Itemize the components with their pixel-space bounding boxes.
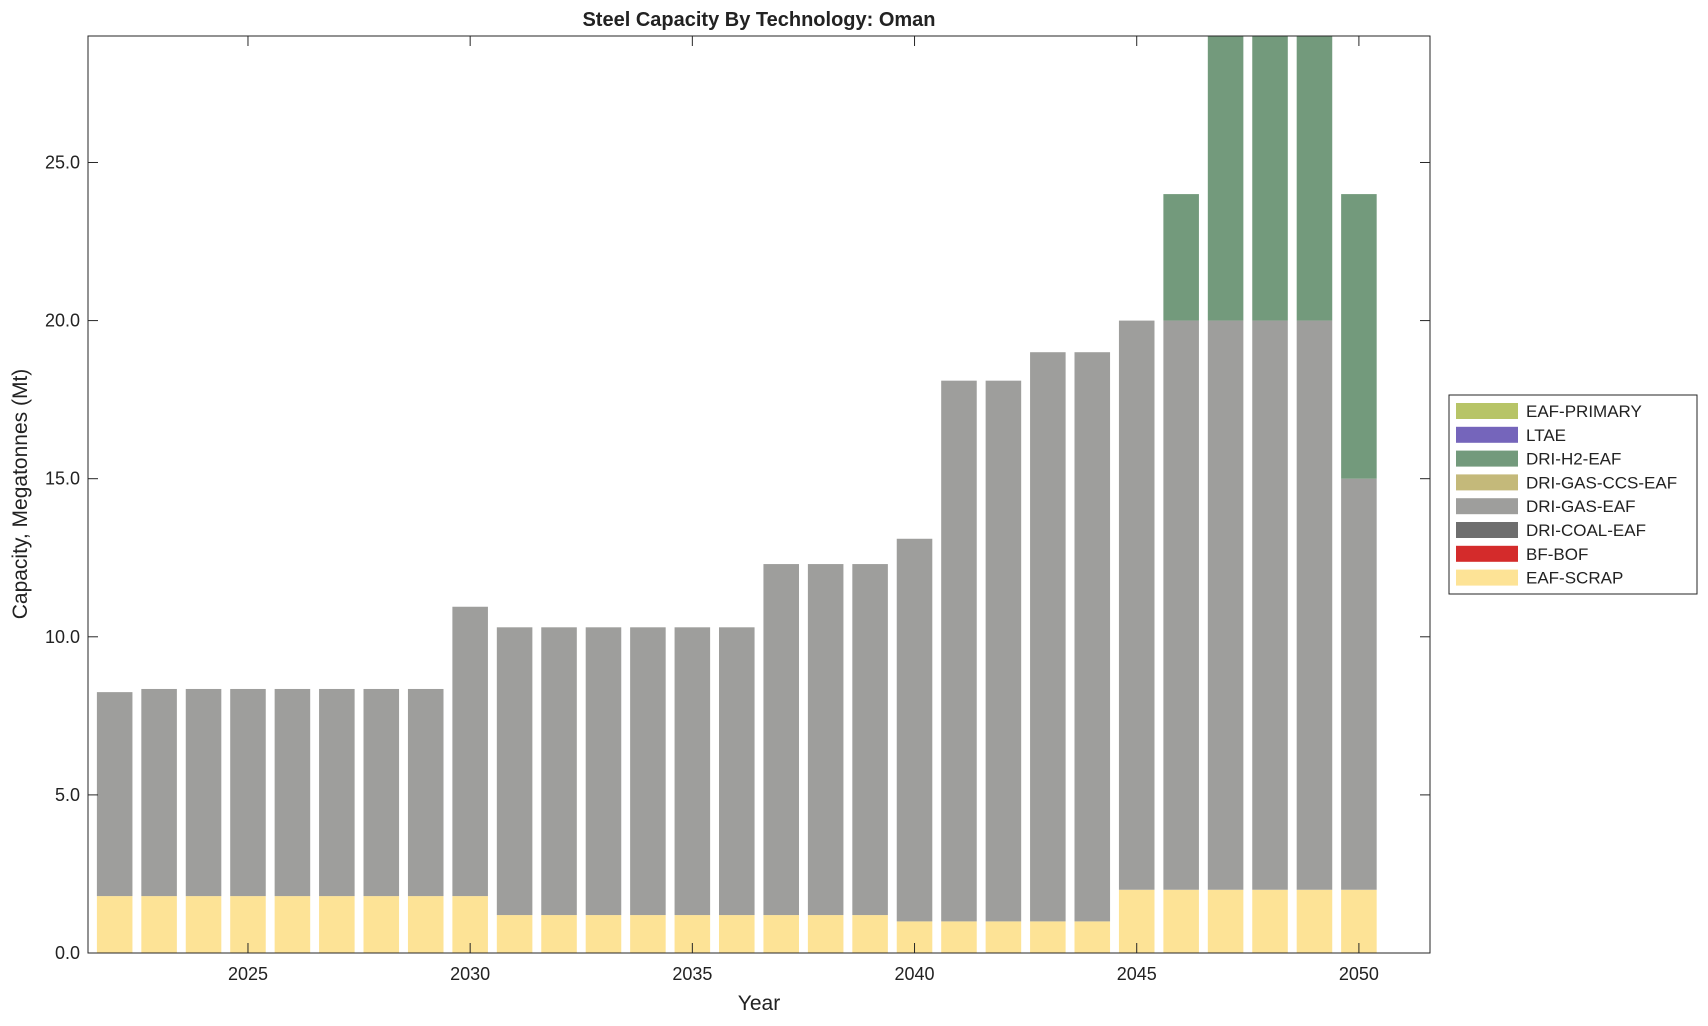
bar-eaf-scrap-2033 — [585, 915, 622, 953]
bar-eaf-scrap-2031 — [496, 915, 533, 953]
bar-eaf-scrap-2038 — [807, 915, 844, 953]
bar-eaf-scrap-2050 — [1341, 889, 1377, 953]
bar-dri-gas-eaf-2031 — [496, 627, 533, 916]
axes-group: 2025 2030 2035 2040 2045 2050 0.0 5.0 10.0 15.0 20… — [45, 36, 1430, 984]
legend-label-eaf-primary: EAF-PRIMARY — [1526, 402, 1642, 421]
x-tick-label-2030: 2030 — [450, 964, 490, 984]
y-tick-label-5: 5.0 — [55, 785, 80, 805]
bar-eaf-scrap-2036 — [719, 915, 755, 953]
bar-eaf-scrap-2045 — [1118, 889, 1155, 953]
bar-dri-gas-eaf-2026 — [274, 688, 311, 897]
bar-eaf-scrap-2049 — [1296, 889, 1333, 953]
bar-eaf-scrap-2037 — [763, 915, 799, 953]
bar-dri-gas-eaf-2045 — [1118, 320, 1155, 890]
bar-dri-gas-eaf-2049 — [1296, 320, 1333, 890]
legend-swatch-dri-coal-eaf — [1456, 522, 1518, 538]
bar-dri-gas-eaf-2034 — [630, 627, 666, 916]
legend-frame — [1448, 394, 1698, 595]
bar-eaf-scrap-2026 — [274, 896, 311, 953]
bar-dri-gas-eaf-2039 — [852, 564, 888, 916]
x-tick-label-2045: 2045 — [1117, 964, 1157, 984]
bar-dri-gas-eaf-2025 — [230, 688, 266, 897]
legend-swatch-dri-gas-eaf — [1456, 498, 1518, 515]
bar-dri-h2-eaf-2046 — [1163, 194, 1199, 321]
legend-swatch-dri-gas-ccs-eaf — [1456, 474, 1518, 491]
plot-frame — [87, 35, 1431, 954]
bar-dri-gas-eaf-2032 — [541, 627, 577, 916]
legend-swatch-bf-bof — [1456, 545, 1518, 562]
bar-dri-gas-eaf-2027 — [319, 688, 355, 897]
bar-eaf-scrap-2043 — [1030, 921, 1066, 953]
legend-label-ltae: LTAE — [1526, 426, 1566, 445]
legend-swatch-ltae — [1456, 426, 1518, 443]
x-tick-label-2050: 2050 — [1339, 964, 1379, 984]
bar-eaf-scrap-2023 — [141, 896, 177, 953]
y-tick-label-20: 20.0 — [45, 311, 80, 331]
legend-label-dri-h2-eaf: DRI-H2-EAF — [1526, 450, 1621, 469]
chart-title: Steel Capacity By Technology: Oman — [582, 9, 935, 31]
bar-dri-h2-eaf-2049 — [1296, 36, 1333, 321]
bar-eaf-scrap-2042 — [985, 921, 1022, 953]
legend-label-bf-bof: BF-BOF — [1526, 545, 1588, 564]
x-axis-label: Year — [738, 992, 780, 1015]
x-tick-label-2040: 2040 — [895, 964, 935, 984]
bar-dri-h2-eaf-2050 — [1341, 194, 1377, 479]
bar-dri-gas-eaf-2047 — [1207, 320, 1244, 890]
bar-dri-gas-eaf-2041 — [941, 380, 977, 922]
bar-dri-gas-eaf-2033 — [585, 627, 622, 916]
bar-dri-gas-eaf-2037 — [763, 564, 799, 916]
bar-dri-gas-eaf-2023 — [141, 688, 177, 897]
bar-dri-gas-eaf-2036 — [719, 627, 755, 916]
x-tick-label-2025: 2025 — [228, 964, 268, 984]
legend: EAF-PRIMARY LTAE DRI-H2-EAF DRI-GAS-CCS-EAF… — [1448, 394, 1698, 595]
bar-dri-gas-eaf-2028 — [363, 688, 400, 897]
bar-eaf-scrap-2029 — [407, 896, 444, 953]
bar-dri-h2-eaf-2047 — [1207, 36, 1244, 321]
bar-dri-gas-eaf-2044 — [1074, 352, 1111, 922]
y-tick-label-10: 10.0 — [45, 627, 80, 647]
x-tick-label-2035: 2035 — [672, 964, 712, 984]
bar-eaf-scrap-2027 — [319, 896, 355, 953]
bar-eaf-scrap-2034 — [630, 915, 666, 953]
bar-dri-gas-eaf-2040 — [896, 538, 933, 922]
legend-label-dri-gas-ccs-eaf: DRI-GAS-CCS-EAF — [1526, 473, 1677, 492]
bar-eaf-scrap-2032 — [541, 915, 577, 953]
bar-eaf-scrap-2022 — [96, 896, 133, 953]
bar-dri-gas-eaf-2030 — [452, 606, 488, 897]
bar-eaf-scrap-2024 — [185, 896, 222, 953]
bar-dri-gas-eaf-2048 — [1252, 320, 1288, 890]
bar-dri-gas-eaf-2022 — [96, 692, 133, 897]
bar-dri-h2-eaf-2048 — [1252, 36, 1288, 321]
legend-swatch-eaf-primary — [1456, 403, 1518, 419]
bar-dri-gas-eaf-2035 — [674, 627, 711, 916]
legend-label-dri-coal-eaf: DRI-COAL-EAF — [1526, 521, 1646, 540]
bar-eaf-scrap-2044 — [1074, 921, 1111, 953]
bar-eaf-scrap-2046 — [1163, 889, 1199, 953]
bar-dri-gas-eaf-2024 — [185, 688, 222, 897]
legend-swatch-dri-h2-eaf — [1456, 450, 1518, 467]
plot-background — [88, 36, 1430, 953]
legend-label-eaf-scrap: EAF-SCRAP — [1526, 569, 1623, 588]
y-axis-label: Capacity, Megatonnes (Mt) — [9, 369, 32, 620]
legend-label-dri-gas-eaf: DRI-GAS-EAF — [1526, 497, 1636, 516]
bar-eaf-scrap-2028 — [363, 896, 400, 953]
bar-dri-gas-eaf-2042 — [985, 380, 1022, 922]
bar-dri-gas-eaf-2050 — [1341, 478, 1377, 890]
bars-group — [96, 36, 1377, 953]
bar-dri-gas-eaf-2038 — [807, 564, 844, 916]
legend-swatch-eaf-scrap — [1456, 569, 1518, 586]
bar-eaf-scrap-2041 — [941, 921, 977, 953]
bar-dri-gas-eaf-2029 — [407, 688, 444, 897]
bar-eaf-scrap-2048 — [1252, 889, 1288, 953]
y-tick-label-0: 0.0 — [55, 943, 80, 963]
y-tick-label-25: 25.0 — [45, 152, 80, 172]
y-tick-label-15: 15.0 — [45, 469, 80, 489]
bar-dri-gas-eaf-2043 — [1030, 352, 1066, 922]
bar-dri-gas-eaf-2046 — [1163, 320, 1199, 890]
bar-eaf-scrap-2039 — [852, 915, 888, 953]
bar-eaf-scrap-2047 — [1207, 889, 1244, 953]
